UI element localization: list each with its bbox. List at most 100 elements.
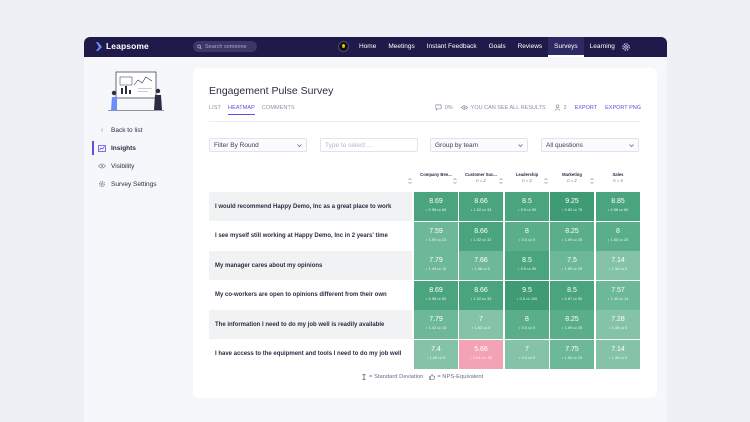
- nav-goals[interactable]: Goals: [488, 43, 506, 50]
- nps-icon: 👍︎: [524, 296, 532, 301]
- cell-sd: 1.02: [473, 208, 482, 212]
- tab-heatmap[interactable]: HEATMAP: [228, 105, 255, 115]
- heatmap-cell[interactable]: 8.5 ↕ 0.5 👍︎ 50: [505, 192, 549, 221]
- eye-icon: [98, 162, 106, 170]
- sidebar-item-visibility[interactable]: Visibility: [92, 157, 184, 175]
- sidebar-item-insights[interactable]: Insights: [92, 139, 184, 157]
- cell-stats: ↕ 1.09 👍︎ 25: [550, 238, 594, 242]
- nav-reviews[interactable]: Reviews: [517, 43, 543, 50]
- sd-icon: ↕: [471, 326, 475, 330]
- column-header[interactable]: Leadership n = 2: [499, 172, 549, 184]
- heatmap-cell[interactable]: 7.5 ↕ 1.50 👍︎ 25: [550, 251, 594, 280]
- nav-meetings[interactable]: Meetings: [388, 43, 415, 50]
- cell-score: 7.75: [565, 345, 579, 353]
- column-header[interactable]: Customer Suc... n = 2: [453, 172, 503, 184]
- heatmap-cell[interactable]: 9.25 ↕ 0.83 👍︎ 75: [550, 192, 594, 221]
- nps-icon: 👍︎: [481, 208, 488, 212]
- heatmap-cell[interactable]: 7.66 ↕ 1.06 👍︎ 0: [459, 251, 503, 280]
- cell-sd: 1.50: [564, 267, 573, 271]
- heatmap-cell[interactable]: 8 ↕ 1.60 👍︎ 20: [596, 221, 640, 251]
- legend-nps-label: = NPS-Equivalent: [437, 374, 484, 380]
- cell-nps: -33: [486, 355, 492, 360]
- heatmap-cell[interactable]: 8.66 ↕ 1.02 👍︎ 33: [459, 280, 503, 310]
- heatmap-cell[interactable]: 8.69 ↕ 0.98 👍︎ 60: [414, 192, 458, 221]
- cell-score: 7.4: [431, 345, 441, 353]
- sidebar-item-survey-settings[interactable]: Survey Settings: [92, 175, 184, 193]
- heatmap-cell[interactable]: 7 ↕ 0.0 👍︎ 0: [505, 339, 549, 369]
- heatmap-cell[interactable]: 8.25 ↕ 1.09 👍︎ 25: [550, 310, 594, 339]
- heatmap-cell[interactable]: 7.28 ↕ 1.48 👍︎ 0: [596, 310, 640, 339]
- column-header[interactable]: Marketing n = 2: [544, 172, 594, 184]
- column-name: Leadership: [515, 172, 539, 177]
- cell-sd: 1.09: [564, 237, 573, 242]
- heatmap-cell[interactable]: 7.57 ↕ 1.40 👍︎ 14: [596, 280, 640, 310]
- nav-instant-feedback[interactable]: Instant Feedback: [426, 43, 477, 50]
- heatmap-cell[interactable]: 7.14 ↕ 1.36 👍︎ 0: [596, 339, 640, 369]
- export-button[interactable]: EXPORT: [574, 104, 598, 111]
- cell-score: 7: [525, 345, 529, 353]
- sd-icon: ↕: [561, 267, 565, 271]
- heatmap-cell[interactable]: 8 ↕ 0.0 👍︎ 0: [505, 310, 549, 339]
- heatmap-cell[interactable]: 7 ↕ 1.63 👍︎ 0: [459, 310, 503, 339]
- heatmap-cell[interactable]: 8.85 ↕ 0.98 👍︎ 60: [596, 192, 640, 221]
- tab-comments[interactable]: COMMENTS: [261, 105, 295, 111]
- nav-surveys[interactable]: Surveys: [548, 37, 585, 57]
- cell-score: 8.5: [567, 286, 577, 294]
- heatmap-cell[interactable]: 7.59 ↕ 1.90 👍︎ 23: [414, 221, 458, 251]
- heatmap-cell[interactable]: 5.66 ↕ 1.24 👍︎ -33: [459, 339, 503, 369]
- nav-home[interactable]: Home: [359, 43, 377, 50]
- standard-deviation-icon: [362, 374, 366, 380]
- sort-icon: [408, 178, 412, 184]
- heatmap-cell[interactable]: 8.66 ↕ 1.02 👍︎ 33: [459, 221, 503, 251]
- cell-stats: ↕ 1.50 👍︎ 25: [550, 267, 594, 271]
- heatmap-cell[interactable]: 7.14 ↕ 1.36 👍︎ 0: [596, 251, 640, 280]
- survey-sidebar: ‹ Back to list Insights Visibility Surve…: [92, 121, 184, 193]
- nps-icon: 👍︎: [619, 355, 626, 360]
- heatmap-cell[interactable]: 8.25 ↕ 1.09 👍︎ 25: [550, 221, 594, 251]
- gear-icon: [98, 180, 106, 188]
- round-filter-select[interactable]: Filter By Round: [209, 138, 307, 152]
- sd-icon: ↕: [425, 296, 429, 301]
- heatmap-cell[interactable]: 9.5 ↕ 0.5 👍︎ 100: [505, 280, 549, 310]
- cell-stats: ↕ 0.98 👍︎ 60: [414, 208, 458, 212]
- sd-icon: ↕: [518, 355, 522, 360]
- heatmap-cell[interactable]: 8.5 ↕ 0.5 👍︎ 50: [505, 251, 549, 280]
- cell-stats: ↕ 0.5 👍︎ 50: [505, 267, 549, 271]
- nav-learning[interactable]: Learning: [589, 43, 615, 50]
- heatmap-cell[interactable]: 7.4 ↕ 1.69 👍︎ 0: [414, 339, 458, 369]
- heatmap-cell[interactable]: 8.69 ↕ 0.98 👍︎ 60: [414, 280, 458, 310]
- heatmap-cell[interactable]: 8.5 ↕ 0.87 👍︎ 50: [550, 280, 594, 310]
- sort-icon: [453, 178, 457, 184]
- column-header[interactable]: Sales n = 4: [590, 172, 640, 184]
- main-nav: Home Meetings Instant Feedback Goals Rev…: [353, 37, 621, 57]
- heatmap-cell[interactable]: 7.79 ↕ 1.49 👍︎ 10: [414, 251, 458, 280]
- sd-icon: ↕: [608, 355, 612, 360]
- sd-icon: ↕: [561, 208, 565, 212]
- heatmap-cell[interactable]: 7.79 ↕ 1.42 👍︎ 10: [414, 310, 458, 339]
- cell-score: 7.5: [567, 257, 577, 264]
- nps-icon: 👍︎: [572, 355, 579, 360]
- settings-gear-icon[interactable]: [621, 42, 631, 52]
- export-png-button[interactable]: EXPORT PNG: [605, 104, 641, 111]
- cell-sd: 0.98: [428, 296, 437, 301]
- cell-nps: 33: [487, 237, 492, 242]
- column-header[interactable]: Company Ben...: [408, 172, 458, 184]
- heatmap-cell[interactable]: 7.75 ↕ 1.50 👍︎ 25: [550, 339, 594, 369]
- app-name: Leapsome: [106, 41, 149, 51]
- type-to-select-input[interactable]: Type to select ...: [320, 138, 418, 152]
- group-by-select[interactable]: Group by team: [430, 138, 528, 152]
- tab-list[interactable]: LIST: [209, 105, 222, 111]
- user-avatar[interactable]: [338, 41, 349, 52]
- cell-score: 8.66: [474, 286, 488, 294]
- search-input[interactable]: [205, 43, 257, 50]
- sd-icon: ↕: [470, 208, 474, 212]
- heatmap-cell[interactable]: 8.66 ↕ 1.02 👍︎ 33: [459, 192, 503, 221]
- questions-select[interactable]: All questions: [541, 138, 639, 152]
- nps-icon: 👍︎: [618, 296, 625, 301]
- heatmap-cell[interactable]: 8 ↕ 0.0 👍︎ 0: [505, 221, 549, 251]
- sidebar-item-back-to-list[interactable]: ‹ Back to list: [92, 121, 184, 139]
- leapsome-logo[interactable]: Leapsome: [95, 41, 149, 51]
- cell-score: 7.79: [429, 257, 443, 264]
- nps-icon: 👍︎: [526, 208, 533, 212]
- search-box[interactable]: [193, 41, 257, 52]
